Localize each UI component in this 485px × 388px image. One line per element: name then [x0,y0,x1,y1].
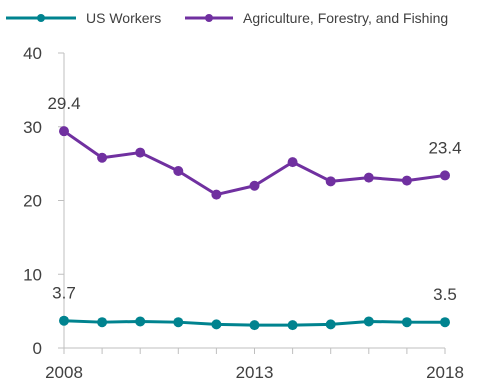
data-point [211,319,222,330]
data-point [59,315,69,326]
data-point [173,317,184,328]
x-tick-label: 2018 [426,363,464,382]
legend: US Workers Agriculture, Forestry, and Fis… [6,10,448,26]
data-point [287,157,298,168]
x-tick-label: 2013 [236,363,274,382]
data-point [249,180,260,191]
data-label: 3.5 [433,285,457,304]
axes: 0 10 20 30 40 2008 2013 2018 [23,44,464,382]
x-tick-label: 2008 [45,363,83,382]
series-agriculture-forestry-and-fishing [59,126,450,200]
data-point [440,317,450,328]
y-tick-label: 10 [23,265,42,284]
y-tick-label: 30 [23,118,42,137]
series-us-workers [59,315,450,331]
legend-marker [205,14,213,22]
data-point [211,189,222,200]
data-point [97,317,108,328]
data-label: 3.7 [52,284,76,303]
data-point [97,152,108,163]
data-label: 23.4 [428,138,461,157]
series-layer [59,126,450,331]
data-point [325,176,336,187]
data-point [173,166,184,176]
data-point [325,319,336,330]
data-point [59,126,69,137]
data-label: 29.4 [47,94,80,113]
legend-label: US Workers [86,10,161,26]
data-point [249,320,260,331]
data-point [135,316,146,327]
legend-label: Agriculture, Forestry, and Fishing [243,10,448,26]
y-tick-label: 20 [23,192,42,211]
y-tick-label: 40 [23,44,42,63]
data-point [287,320,298,331]
data-point [363,172,374,183]
data-point [440,170,450,181]
legend-marker [37,14,45,22]
data-point [401,317,412,328]
legend-item: US Workers [6,10,161,26]
data-point [363,316,374,327]
legend-item: Agriculture, Forestry, and Fishing [185,10,448,26]
data-point [401,175,412,186]
y-tick-label: 0 [33,339,42,358]
data-labels: 3.7 3.5 29.4 23.4 [47,94,461,304]
data-point [135,147,146,158]
